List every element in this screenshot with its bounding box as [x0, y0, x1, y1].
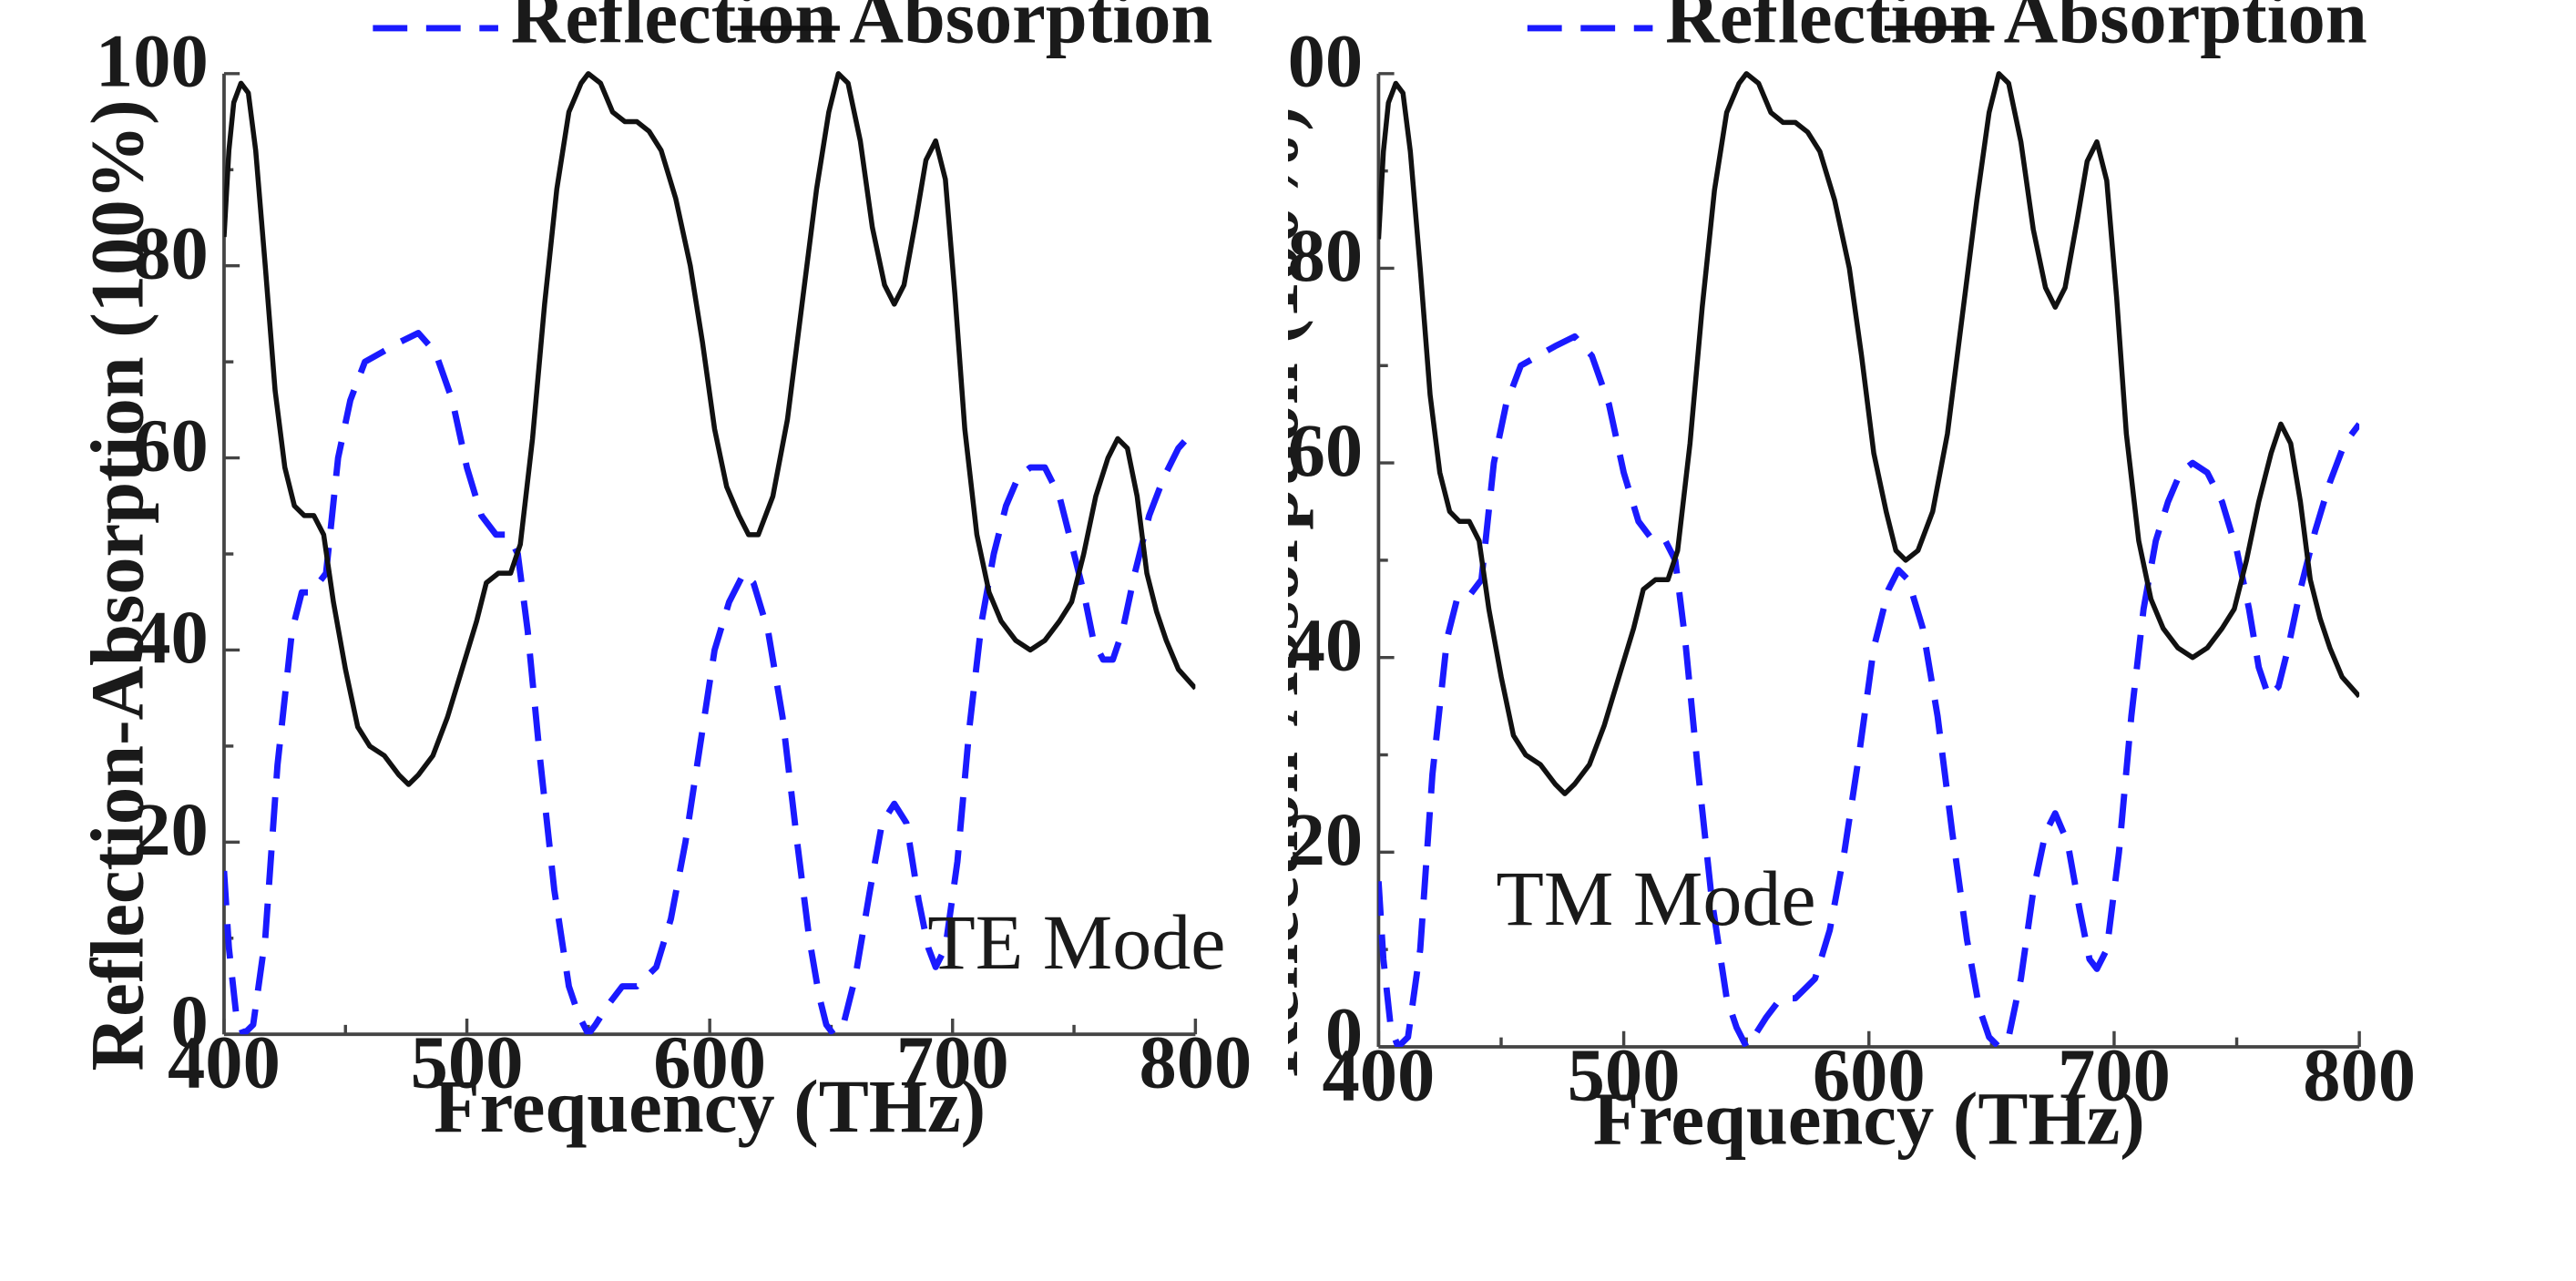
x-tick-label: 800	[2303, 1032, 2416, 1116]
x-axis-title: Frequency (THz)	[1593, 1077, 2145, 1161]
absorption-series-line	[223, 71, 1196, 787]
y-tick-label: 0	[170, 979, 208, 1063]
x-tick-label: 700	[2058, 1032, 2171, 1116]
legend-absorption-label: Absorption	[2004, 0, 2367, 58]
chart-panel-tm-mode: 0 20 40 60 80 100 400 500 600 700 800 Frequency (TH…	[1288, 0, 2576, 1281]
reflection-series-line	[223, 330, 1196, 1035]
y-tick-label: 20	[133, 787, 209, 871]
reflection-series-line	[1378, 333, 2360, 1047]
x-tick-label: 500	[411, 1020, 524, 1104]
y-tick-label: 40	[1288, 602, 1363, 686]
x-tick-label: 600	[1813, 1032, 1926, 1116]
x-tick-label: 600	[653, 1020, 766, 1104]
x-axis-title: Frequency (THz)	[434, 1064, 986, 1148]
y-tick-label: 80	[133, 210, 209, 294]
y-tick-label: 100	[96, 19, 209, 103]
x-tick-label: 700	[896, 1020, 1009, 1104]
y-tick-label: 20	[1288, 797, 1363, 881]
x-tick-label: 400	[1322, 1032, 1435, 1116]
y-tick-label: 60	[1288, 408, 1363, 492]
absorption-series-line	[1378, 71, 2360, 796]
plot-group: 0 20 40 60 80 100 400 500 600 700 800 Frequency (TH…	[1288, 0, 2416, 1161]
chart-panel-te-mode: 0 20 40 60 80 100 400 500 600 700 800 Frequency (TH…	[76, 0, 1252, 1148]
y-tick-label: 0	[1325, 992, 1363, 1076]
y-tick-label: 40	[133, 595, 209, 679]
mode-annotation: TM Mode	[1496, 855, 1815, 942]
te-mode-chart: 0 20 40 60 80 100 400 500 600 700 800 Frequency (TH…	[76, 0, 1252, 1148]
plot-group: 0 20 40 60 80 100 400 500 600 700 800 Frequency (TH…	[76, 0, 1252, 1148]
y-tick-label: 80	[1288, 213, 1363, 297]
y-axis-title: Reflection-Absorption (100%)	[76, 99, 159, 1071]
mode-annotation: TE Mode	[927, 898, 1225, 986]
tm-mode-chart: 0 20 40 60 80 100 400 500 600 700 800 Frequency (TH…	[1288, 0, 2416, 1161]
legend-absorption-label: Absorption	[849, 0, 1212, 58]
x-tick-label: 500	[1568, 1032, 1681, 1116]
x-tick-label: 400	[168, 1020, 281, 1104]
y-axis-title: Reflection-Absorption (100%)	[1288, 106, 1314, 1077]
y-tick-label: 60	[133, 403, 209, 487]
y-tick-label: 100	[1288, 19, 1363, 103]
x-tick-label: 800	[1139, 1020, 1252, 1104]
